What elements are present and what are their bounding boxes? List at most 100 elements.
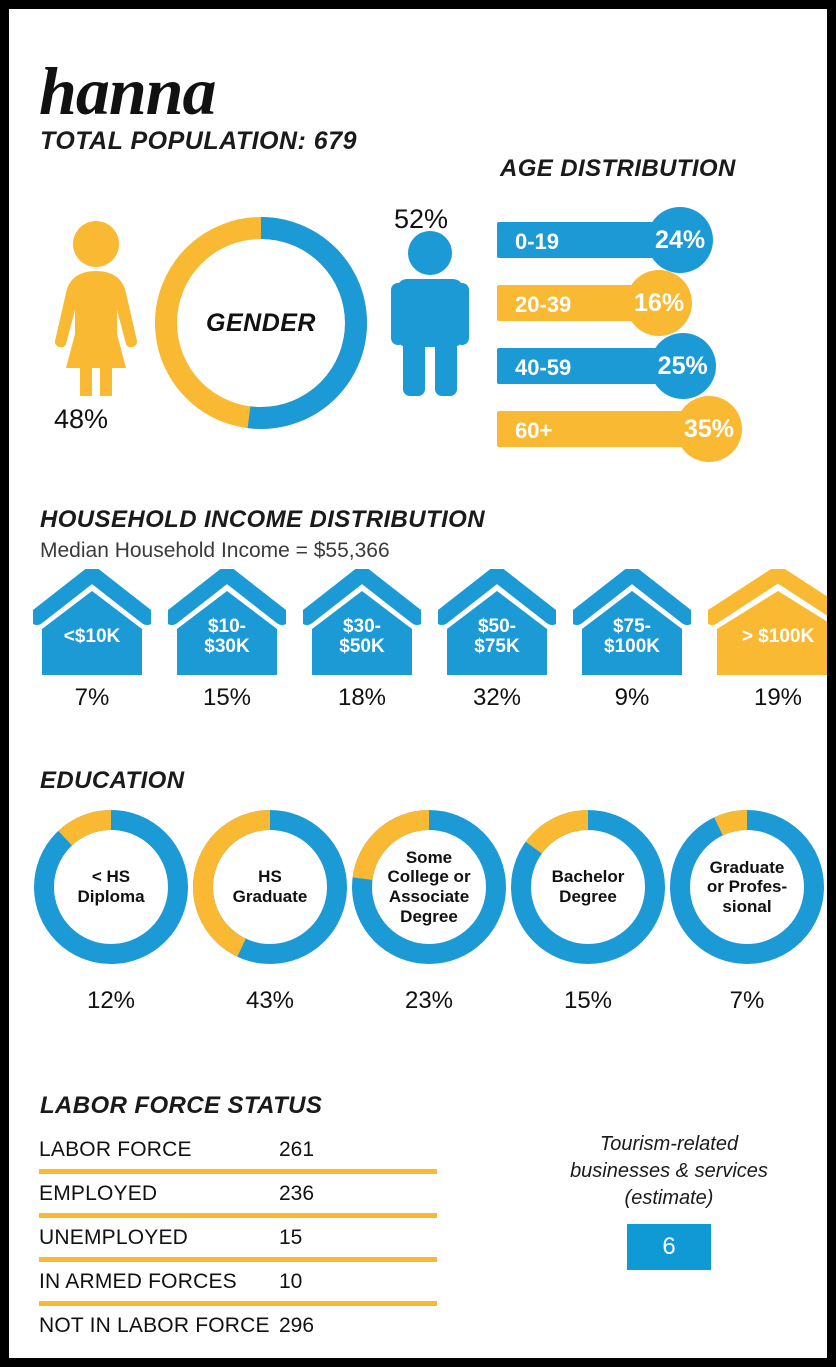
age-range-label: 40-59	[515, 355, 572, 380]
table-row: LABOR FORCE 261	[39, 1134, 439, 1178]
education-item: < HS Diploma 12%	[33, 809, 189, 1014]
income-percentage: 19%	[753, 684, 803, 711]
median-income-note: Median Household Income = $55,366	[40, 539, 390, 562]
age-percentage-bubble: 16%	[626, 270, 693, 336]
education-item: Graduate or Profes-sional 7%	[669, 809, 825, 1014]
tourism-caption-line1: Tourism-related	[599, 1133, 739, 1155]
house-icon	[168, 569, 286, 675]
woman-icon	[54, 221, 138, 396]
education-heading: EDUCATION	[40, 767, 185, 794]
income-percentage: 7%	[74, 684, 110, 711]
education-percentage: 23%	[404, 987, 454, 1014]
age-range-label: 0-19	[515, 229, 560, 254]
age-row: 25% 40-59	[497, 333, 797, 399]
income-bracket-label: > $100K	[741, 626, 815, 647]
age-row: 16% 20-39	[497, 270, 797, 336]
education-percentage: 12%	[86, 987, 136, 1014]
education-item: HS Graduate 43%	[192, 809, 348, 1014]
age-percentage-bubble: 35%	[676, 396, 742, 462]
house-icon	[303, 569, 421, 675]
income-percentage: 9%	[614, 684, 650, 711]
table-row: UNEMPLOYED 15	[39, 1222, 439, 1266]
labor-status-name: LABOR FORCE	[39, 1138, 192, 1161]
education-label: Bachelor Degree	[551, 867, 625, 906]
education-donut: < HS Diploma	[33, 809, 189, 965]
labor-force-table: LABOR FORCE 261 EMPLOYED 236 UNEMPLOYED 15 IN …	[39, 1134, 439, 1354]
age-percentage-bubble: 24%	[647, 207, 714, 273]
income-bracket-label: $30- $50K	[339, 616, 385, 657]
labor-status-value: 296	[279, 1314, 315, 1337]
education-label: Graduate or Profes-sional	[706, 857, 788, 916]
education-donut-chart: < HS Diploma 12% HS Graduate 43% Some College o…	[33, 809, 825, 1039]
income-percentage: 32%	[472, 684, 522, 711]
age-percentage-bubble: 25%	[649, 333, 716, 399]
house-icon	[708, 569, 827, 675]
education-percentage: 7%	[729, 987, 765, 1014]
income-bracket-label: $10- $30K	[204, 616, 250, 657]
labor-status-value: 10	[279, 1270, 303, 1293]
education-donut: HS Graduate	[192, 809, 348, 965]
house-icon	[33, 569, 151, 675]
income-house: $50- $75K 32%	[438, 569, 556, 711]
tourism-panel: Tourism-related businesses & services (e…	[529, 1131, 809, 1270]
tourism-count-badge: 6	[627, 1224, 711, 1270]
tourism-caption-line3: (estimate)	[624, 1187, 714, 1209]
labor-status-name: UNEMPLOYED	[39, 1226, 189, 1249]
income-bracket-label: $75- $100K	[604, 616, 660, 657]
education-donut: Graduate or Profes-sional	[669, 809, 825, 965]
income-heading: HOUSEHOLD INCOME DISTRIBUTION	[40, 506, 485, 533]
house-icon	[573, 569, 691, 675]
table-row: NOT IN LABOR FORCE 296	[39, 1310, 439, 1354]
age-range-label: 20-39	[515, 292, 572, 317]
male-percentage: 52%	[394, 204, 449, 234]
education-donut: Bachelor Degree	[510, 809, 666, 965]
labor-force-heading: LABOR FORCE STATUS	[40, 1092, 323, 1119]
education-label: Some College or Associate Degree	[387, 847, 471, 926]
labor-status-name: EMPLOYED	[39, 1182, 158, 1205]
age-bar	[497, 411, 709, 447]
tourism-caption-line2: businesses & services	[570, 1160, 768, 1182]
age-row: 24% 0-19	[497, 207, 797, 273]
labor-status-name: NOT IN LABOR FORCE	[39, 1314, 270, 1337]
income-house-chart: <$10K 7% $10- $30K 15% $30- $50K 18% $50- $75K 32%…	[33, 569, 827, 719]
gender-donut-chart: GENDER	[155, 217, 367, 429]
income-percentage: 18%	[337, 684, 387, 711]
education-percentage: 15%	[563, 987, 613, 1014]
table-row: EMPLOYED 236	[39, 1178, 439, 1222]
row-divider	[39, 1213, 437, 1218]
age-row: 35% 60+	[497, 396, 797, 462]
man-icon	[391, 231, 469, 396]
labor-status-value: 15	[279, 1226, 303, 1249]
education-label: HS Graduate	[232, 867, 308, 906]
total-population-line: TOTAL POPULATION: 679	[40, 127, 358, 155]
tourism-caption: Tourism-related businesses & services (e…	[529, 1131, 809, 1212]
education-label: < HS Diploma	[77, 867, 145, 906]
age-distribution-heading: AGE DISTRIBUTION	[500, 155, 736, 182]
education-item: Bachelor Degree 15%	[510, 809, 666, 1014]
age-range-label: 60+	[515, 418, 553, 443]
education-donut: Some College or Associate Degree	[351, 809, 507, 965]
labor-status-value: 261	[279, 1138, 315, 1161]
row-divider	[39, 1257, 437, 1262]
table-row: IN ARMED FORCES 10	[39, 1266, 439, 1310]
income-house: $30- $50K 18%	[303, 569, 421, 711]
row-divider	[39, 1169, 437, 1174]
income-house: $10- $30K 15%	[168, 569, 286, 711]
row-divider	[39, 1301, 437, 1306]
income-house: > $100K 19%	[708, 569, 827, 711]
income-bracket-label: $50- $75K	[474, 616, 520, 657]
infographic-canvas: hanna TOTAL POPULATION: 679 48% GENDER	[9, 9, 827, 1358]
page-title: hanna	[39, 53, 216, 129]
income-bracket-label: <$10K	[63, 626, 121, 647]
age-distribution-chart: 24% 0-19 16% 20-39 25% 40-59 35% 60+	[489, 149, 819, 462]
labor-status-value: 236	[279, 1182, 315, 1205]
education-percentage: 43%	[245, 987, 295, 1014]
gender-center-label: GENDER	[206, 308, 316, 337]
labor-status-name: IN ARMED FORCES	[39, 1270, 237, 1293]
income-house: $75- $100K 9%	[573, 569, 691, 711]
income-percentage: 15%	[202, 684, 252, 711]
female-percentage: 48%	[54, 404, 109, 434]
income-house: <$10K 7%	[33, 569, 151, 711]
education-item: Some College or Associate Degree 23%	[351, 809, 507, 1014]
